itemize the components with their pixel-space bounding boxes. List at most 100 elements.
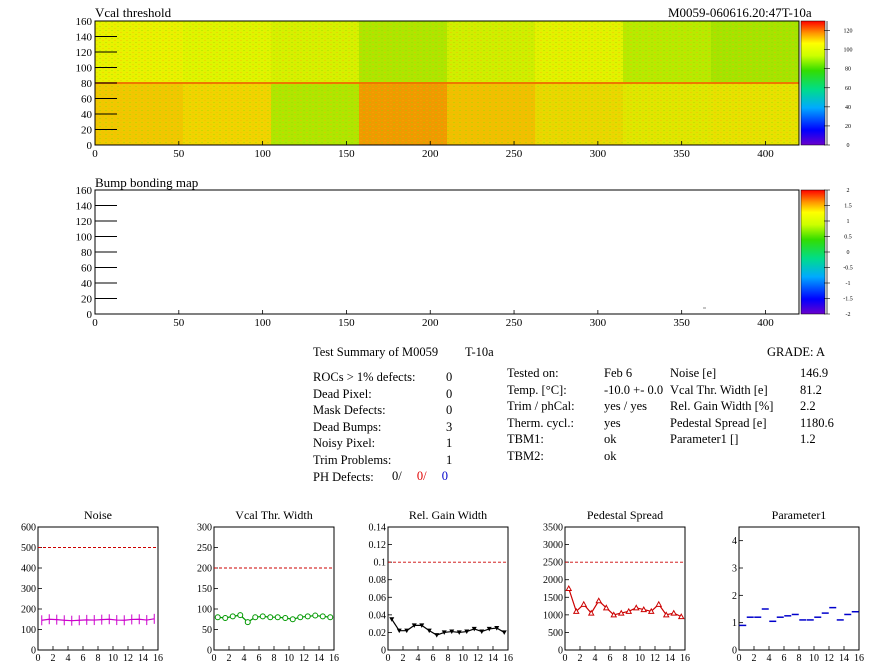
y-tick-label: 300 <box>197 523 212 534</box>
mid-row-label: Temp. [°C]: <box>507 382 567 397</box>
summary-test: T-10a <box>465 345 494 359</box>
x-tick-label: 0 <box>92 317 98 329</box>
x-tick-label: 16 <box>680 653 690 664</box>
x-tick-label: 14 <box>665 653 675 664</box>
y-tick-label: 3 <box>732 564 737 575</box>
z-tick-label: -0.5 <box>843 266 853 272</box>
y-tick-label: 100 <box>197 605 212 616</box>
data-point <box>471 626 477 632</box>
x-tick-label: 50 <box>173 317 185 329</box>
ph-defects-label: PH Defects: <box>313 469 374 484</box>
data-point <box>267 614 274 621</box>
summary-left-labels: ROCs > 1% defects: Dead Pixel: Mask Defe… <box>313 369 416 485</box>
data-point <box>426 628 432 634</box>
x-tick-label: 16 <box>153 653 163 664</box>
y-tick-label: 2 <box>732 591 737 602</box>
bump-color-scale <box>800 189 826 315</box>
y-tick-label: 250 <box>197 543 212 554</box>
y-tick-label: 500 <box>21 543 36 554</box>
data-point <box>214 614 221 621</box>
z-tick-label: 0 <box>847 250 850 256</box>
map2-title: Bump bonding map <box>95 175 199 190</box>
data-point <box>640 606 648 613</box>
data-point <box>259 613 266 620</box>
y-tick-label: 3000 <box>543 540 563 551</box>
ph-value-3: 0 <box>441 469 448 483</box>
x-tick-label: 12 <box>123 653 133 664</box>
data-point <box>389 617 395 622</box>
data-point <box>274 614 281 621</box>
y-tick-label: 140 <box>76 32 93 44</box>
x-tick-label: 10 <box>284 653 294 664</box>
left-row-value: 1 <box>446 452 453 467</box>
data-point <box>419 623 425 628</box>
chart-title: Pedestal Spread <box>587 508 663 522</box>
x-tick-label: 8 <box>797 653 802 664</box>
y-tick-label: 4 <box>732 536 737 547</box>
summary-title: Test Summary of M0059 <box>313 345 439 359</box>
x-tick-label: 100 <box>254 317 271 329</box>
x-tick-label: 350 <box>673 317 690 329</box>
y-tick-label: 2500 <box>543 558 563 569</box>
data-point <box>494 626 500 631</box>
x-tick-label: 2 <box>227 653 232 664</box>
data-point <box>670 609 678 616</box>
z-tick-label: 0 <box>847 143 850 149</box>
left-row-value: 1 <box>446 436 453 451</box>
x-tick-label: 2 <box>752 653 757 664</box>
data-point <box>441 630 447 635</box>
mid-row-label: TBM1: <box>507 432 544 447</box>
x-tick-label: 10 <box>458 653 468 664</box>
x-tick-label: 250 <box>506 148 523 160</box>
x-tick-label: 300 <box>590 317 607 329</box>
y-tick-label: 20 <box>81 125 93 137</box>
x-tick-label: 12 <box>650 653 660 664</box>
series-line <box>391 618 505 636</box>
data-point <box>662 611 670 618</box>
left-row-label: Dead Bumps: <box>313 419 382 434</box>
data-point <box>304 613 311 620</box>
data-point <box>237 612 244 619</box>
summary-right-values: 146.9 81.2 2.2 1180.6 1.2 <box>800 365 834 448</box>
x-tick-label: 8 <box>272 653 277 664</box>
x-tick-label: 8 <box>623 653 628 664</box>
x-tick-label: 12 <box>473 653 483 664</box>
left-row-value: 0 <box>446 386 453 401</box>
y-tick-label: 0.06 <box>369 593 387 604</box>
z-tick-label: 60 <box>845 86 851 92</box>
x-tick-label: 12 <box>299 653 309 664</box>
data-point <box>252 614 259 621</box>
y-tick-label: 0 <box>87 140 93 152</box>
right-row-label: Parameter1 [] <box>670 432 739 447</box>
right-row-label: Rel. Gain Width [%] <box>670 399 774 414</box>
mid-row-value: yes <box>604 415 621 430</box>
data-point <box>297 614 304 621</box>
x-tick-label: 8 <box>446 653 451 664</box>
y-tick-label: 0 <box>31 646 36 657</box>
x-tick-label: 200 <box>422 148 439 160</box>
x-tick-label: 0 <box>212 653 217 664</box>
y-tick-label: 0.02 <box>369 628 387 639</box>
z-tick-label: 1.5 <box>844 204 852 210</box>
mid-row-value: yes / yes <box>604 399 648 414</box>
x-tick-label: 50 <box>173 148 185 160</box>
y-tick-label: 60 <box>81 94 93 106</box>
x-tick-label: 300 <box>590 148 607 160</box>
data-point <box>501 630 507 635</box>
chart-frame <box>564 526 686 651</box>
y-tick-label: 80 <box>81 78 93 90</box>
x-tick-label: 2 <box>578 653 583 664</box>
right-row-label: Noise [e] <box>670 366 717 380</box>
y-tick-label: 80 <box>81 247 93 259</box>
data-point <box>647 607 655 614</box>
x-tick-label: 8 <box>96 653 101 664</box>
y-tick-label: 40 <box>81 109 93 121</box>
y-tick-label: 20 <box>81 294 93 306</box>
data-point <box>486 626 492 632</box>
chart-title: Vcal Thr. Width <box>235 508 312 522</box>
data-point <box>617 609 625 616</box>
x-tick-label: 200 <box>422 317 439 329</box>
x-tick-label: 150 <box>338 317 355 329</box>
